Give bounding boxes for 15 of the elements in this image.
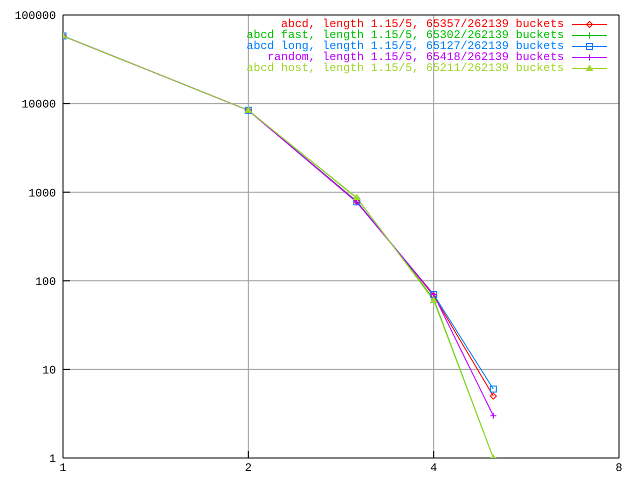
legend-label: abcd host, length 1.15/5, 65211/262139 buckets <box>246 62 564 75</box>
legend-label: abcd, length 1.15/5, 65357/262139 buckets <box>281 18 564 31</box>
y-tick-label: 1000 <box>28 187 56 200</box>
x-tick-label: 2 <box>244 462 252 476</box>
legend-label: abcd long, length 1.15/5, 65127/262139 buckets <box>246 40 564 53</box>
y-tick-label: 1 <box>49 453 56 466</box>
x-tick-label: 4 <box>430 462 438 476</box>
x-tick-label: 1 <box>60 462 67 476</box>
y-tick-label: 100 <box>35 276 56 289</box>
x-tick-label: 8 <box>616 462 623 476</box>
y-tick-label: 100000 <box>14 10 56 24</box>
legend-label: random, length 1.15/5, 65418/262139 buckets <box>267 51 564 64</box>
legend-label: abcd fast, length 1.15/5, 65302/262139 buckets <box>246 29 564 42</box>
y-tick-label: 10 <box>42 364 56 378</box>
y-tick-label: 10000 <box>21 98 56 112</box>
